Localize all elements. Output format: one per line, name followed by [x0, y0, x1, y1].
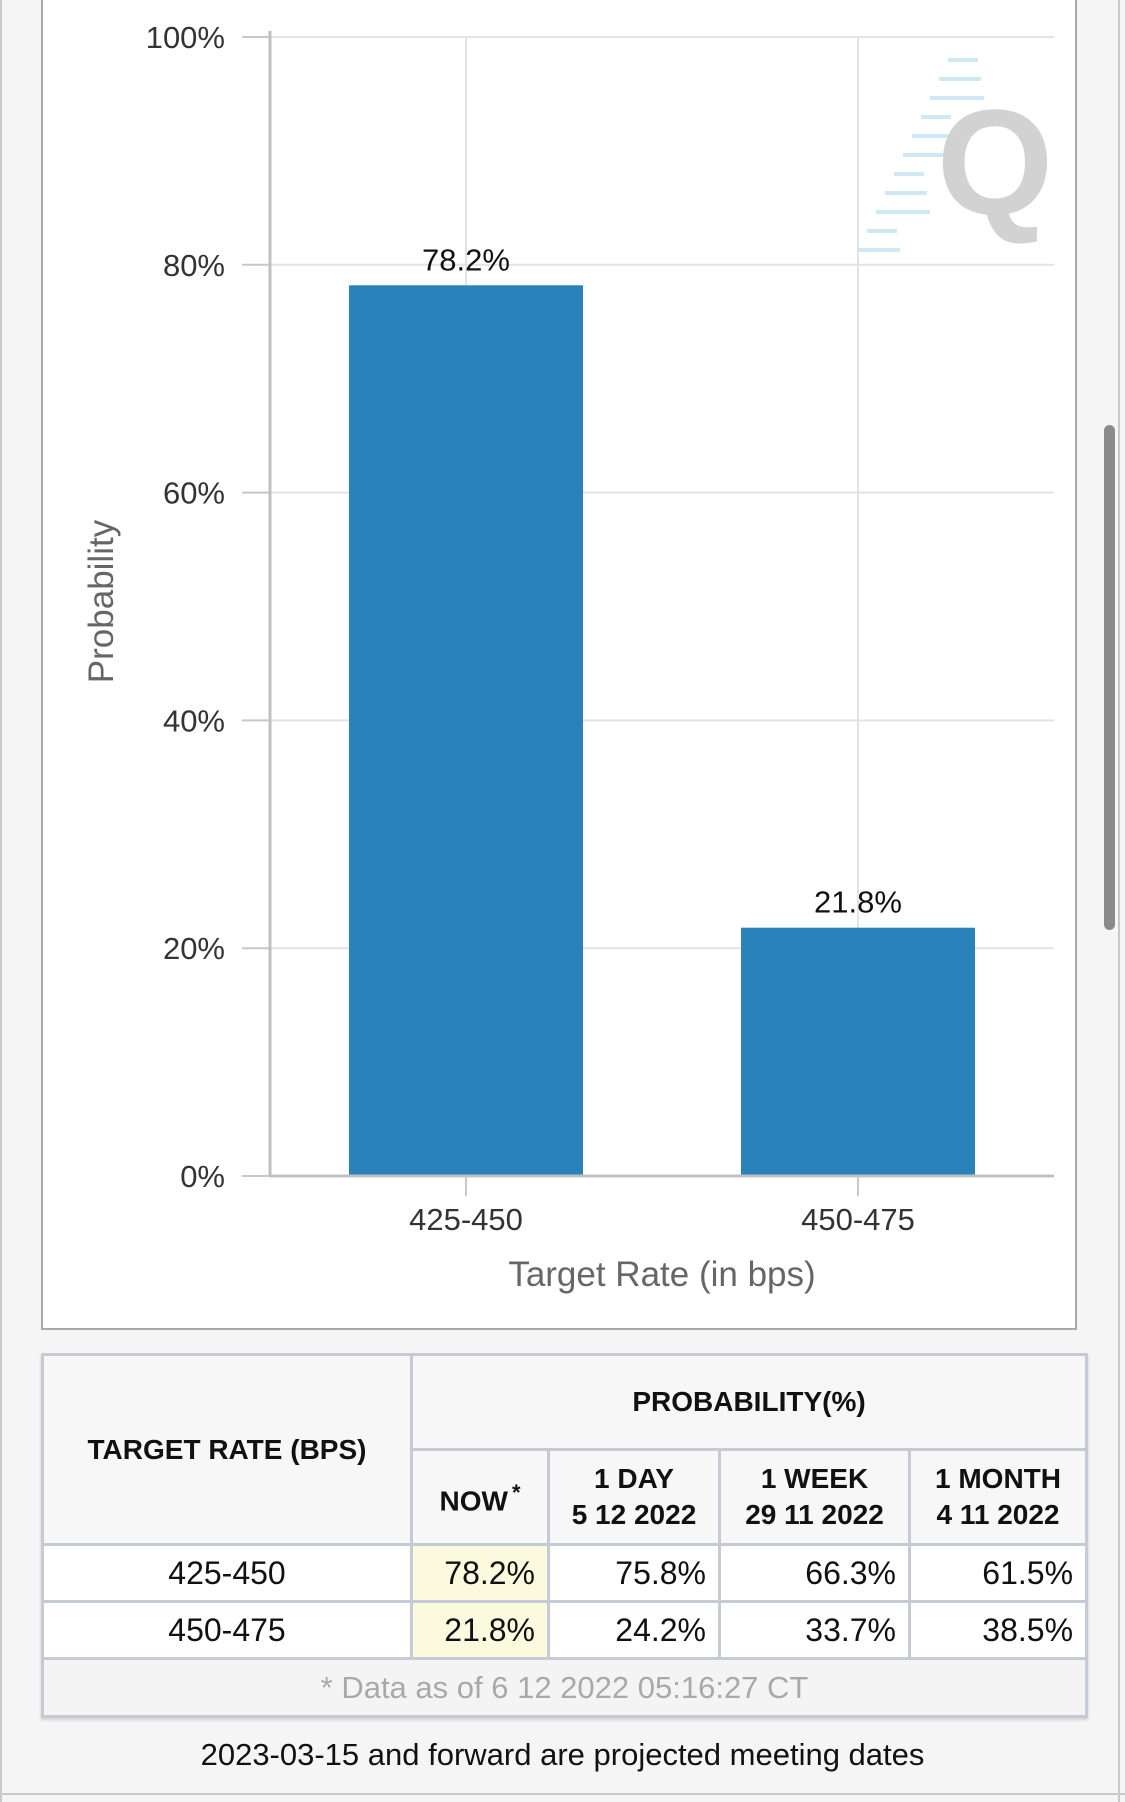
- row-now-cell: 21.8%: [410, 1600, 550, 1660]
- row-day-cell: 75.8%: [547, 1543, 721, 1603]
- one-week-label: 1 WEEK: [760, 1463, 869, 1494]
- x-tick-label: 450-475: [801, 1202, 915, 1237]
- table-row: 450-475 21.8% 24.2% 33.7% 38.5%: [41, 1600, 1089, 1660]
- now-asterisk: *: [511, 1479, 521, 1505]
- one-day-label: 1 DAY: [594, 1463, 674, 1494]
- y-axis-title: Probability: [82, 519, 121, 683]
- bar-value-label: 78.2%: [422, 242, 510, 277]
- y-tick-label: 20%: [163, 931, 225, 966]
- probability-table: TARGET RATE (BPS) PROBABILITY(%) NOW * 1 …: [40, 1353, 1089, 1718]
- y-tick-label: 80%: [163, 248, 225, 283]
- row-now-cell: 78.2%: [410, 1543, 550, 1603]
- now-label: NOW: [439, 1485, 508, 1517]
- y-tick-label: 40%: [163, 703, 225, 738]
- scrollbar-thumb[interactable]: [1104, 425, 1115, 930]
- bar-value-label: 21.8%: [814, 885, 902, 920]
- watermark-logo: Q: [858, 58, 1054, 252]
- probability-header: PROBABILITY(%): [409, 1353, 1089, 1451]
- row-week-cell: 33.7%: [718, 1600, 911, 1660]
- table-row: 425-450 78.2% 75.8% 66.3% 61.5%: [41, 1543, 1089, 1603]
- page-border-left: [0, 0, 2, 1802]
- x-axis-title: Target Rate (in bps): [508, 1255, 815, 1294]
- row-day-cell: 24.2%: [547, 1600, 721, 1660]
- row-rate-cell: 450-475: [41, 1600, 413, 1660]
- projected-dates-note: 2023-03-15 and forward are projected mee…: [200, 1737, 925, 1772]
- one-month-column-header: 1 MONTH 4 11 2022: [907, 1448, 1089, 1546]
- one-day-date: 5 12 2022: [571, 1499, 697, 1530]
- one-week-date: 29 11 2022: [745, 1499, 884, 1530]
- row-rate-cell: 425-450: [41, 1543, 413, 1603]
- bar: [741, 927, 975, 1176]
- y-tick-label: 0%: [180, 1159, 225, 1194]
- y-tick-label: 100%: [146, 20, 225, 55]
- row-week-cell: 66.3%: [718, 1543, 911, 1603]
- x-tick-label: 425-450: [409, 1202, 523, 1237]
- page-border-right: [1118, 0, 1120, 1802]
- bar: [349, 285, 583, 1176]
- row-month-cell: 61.5%: [907, 1543, 1089, 1603]
- one-month-label: 1 MONTH: [935, 1463, 1061, 1494]
- data-timestamp-note: * Data as of 6 12 2022 05:16:27 CT: [40, 1657, 1089, 1718]
- target-rate-header: TARGET RATE (BPS): [41, 1353, 413, 1546]
- watermark-letter: Q: [937, 78, 1054, 246]
- y-tick-label: 60%: [163, 476, 225, 511]
- one-day-column-header: 1 DAY 5 12 2022: [547, 1448, 721, 1546]
- chart-panel: 0% 20% 40% 60% 80% 100% Q 78.2% 425-450 21.8% 450-…: [41, 0, 1077, 1330]
- bottom-border: [0, 1793, 1125, 1795]
- probability-bar-chart: 0% 20% 40% 60% 80% 100% Q 78.2% 425-450 21.8% 450-…: [82, 20, 1054, 1294]
- one-month-date: 4 11 2022: [936, 1499, 1060, 1530]
- row-month-cell: 38.5%: [907, 1600, 1089, 1660]
- one-week-column-header: 1 WEEK 29 11 2022: [718, 1448, 911, 1546]
- now-column-header: NOW *: [410, 1448, 550, 1546]
